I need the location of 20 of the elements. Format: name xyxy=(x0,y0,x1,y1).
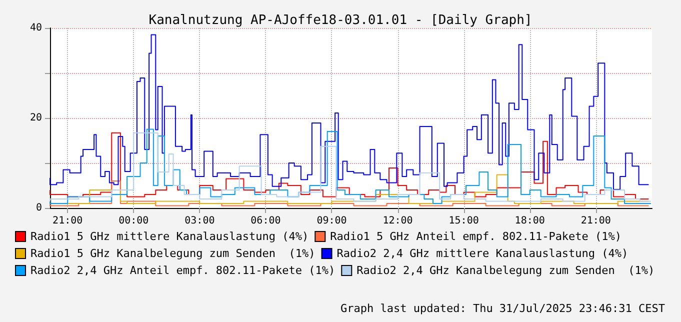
legend-label: Radio1 5 GHz Anteil empf. 802.11-Pakete (1%) xyxy=(330,230,622,243)
x-tick-label: 18:00 xyxy=(514,216,545,226)
legend-label: Radio1 5 GHz Kanalbelegung zum Senden (1%) xyxy=(30,247,316,260)
x-tick-label: 12:00 xyxy=(382,216,413,226)
y-tick-label: 0 xyxy=(36,202,42,214)
x-tick-label: 21:00 xyxy=(52,216,83,226)
y-tick-label: 40 xyxy=(30,22,42,34)
chart-title: Kanalnutzung AP-AJoffe18-03.01.01 - [Daily Graph] xyxy=(148,13,532,28)
x-tick-label: 09:00 xyxy=(316,216,347,226)
legend-label: Radio2 2,4 GHz Kanalbelegung zum Senden (1%) xyxy=(356,264,655,277)
legend-label: Radio1 5 GHz mittlere Kanalauslastung (4%) xyxy=(30,230,309,243)
x-tick-label: 06:00 xyxy=(250,216,281,226)
legend-label: Radio2 2,4 GHz Anteil empf. 802.11-Pakete (1%) xyxy=(30,264,336,277)
x-tick-label: 00:00 xyxy=(118,216,149,226)
x-tick-label: 21:00 xyxy=(580,216,611,226)
x-tick-label: 03:00 xyxy=(184,216,215,226)
text: Graph last updated: Thu 31/Jul/2025 23:46:31 CEST xyxy=(340,302,666,315)
x-tick-label: 15:00 xyxy=(448,216,479,226)
legend-label: Radio2 2,4 GHz mittlere Kanalauslastung (4%) xyxy=(336,247,628,260)
y-tick-label: 20 xyxy=(30,112,42,124)
